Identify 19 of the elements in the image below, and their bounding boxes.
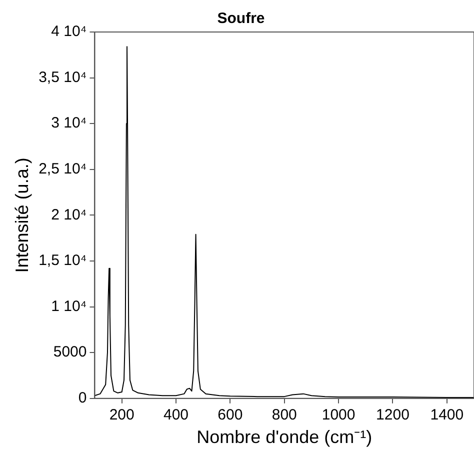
x-tick-label: 200 xyxy=(109,406,134,424)
x-tick-label: 1200 xyxy=(376,406,410,424)
chart-title: Soufre xyxy=(217,10,265,28)
y-tick-label: 2,5 10⁴ xyxy=(38,160,87,178)
y-tick-label: 5000 xyxy=(53,344,87,361)
y-tick-label: 4 10⁴ xyxy=(51,23,87,40)
y-tick-label: 2 10⁴ xyxy=(51,206,87,224)
x-tick-label: 800 xyxy=(272,406,297,424)
y-tick-label: 3,5 10⁴ xyxy=(38,68,87,86)
y-tick-label: 1 10⁴ xyxy=(51,298,87,315)
y-tick-label: 0 xyxy=(78,390,87,407)
y-axis-title: Intensité (u.a.) xyxy=(12,158,32,273)
x-tick-label: 400 xyxy=(164,406,189,424)
x-tick-label: 1400 xyxy=(430,406,464,424)
x-axis-title: Nombre d'onde (cm⁻¹) xyxy=(196,427,372,448)
x-tick-label: 1000 xyxy=(322,406,356,424)
y-tick-label: 3 10⁴ xyxy=(51,114,87,132)
y-tick-label: 1,5 10⁴ xyxy=(38,252,87,270)
x-tick-label: 600 xyxy=(218,406,243,424)
